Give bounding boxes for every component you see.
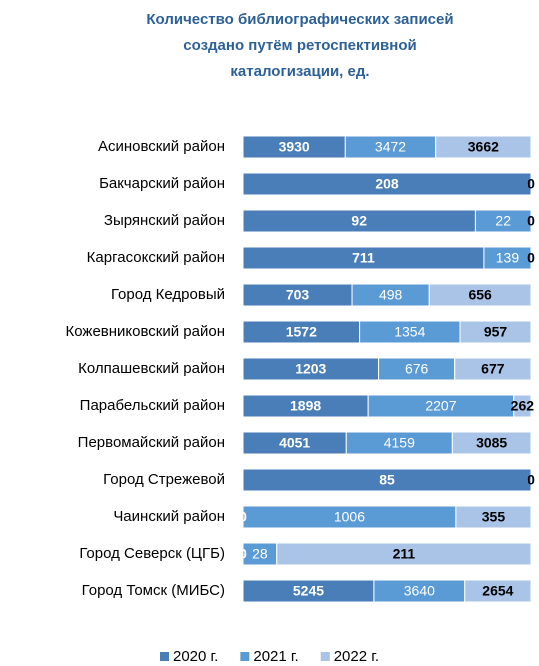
data-label: 85 <box>379 472 395 488</box>
data-label: 0 <box>527 250 535 266</box>
data-label: 1203 <box>295 361 326 377</box>
data-label: 2654 <box>482 583 513 599</box>
data-label: 28 <box>252 546 268 562</box>
bar-segment <box>464 579 532 603</box>
data-label: 677 <box>481 361 505 377</box>
data-label: 3930 <box>279 139 310 155</box>
category-label: Город Стрежевой <box>103 471 225 488</box>
data-label: 4051 <box>279 435 310 451</box>
legend-swatch <box>240 652 250 661</box>
data-label: 2207 <box>425 398 456 414</box>
data-label: 656 <box>468 287 492 303</box>
bar-segment <box>276 542 532 566</box>
data-label: 22 <box>495 213 511 229</box>
data-label: 3085 <box>476 435 507 451</box>
data-label: 3640 <box>404 583 435 599</box>
bar-segment <box>483 246 532 270</box>
data-label: 3662 <box>468 139 499 155</box>
data-label: 703 <box>286 287 310 303</box>
category-label: Бакчарский район <box>99 175 225 192</box>
category-label: Город Кедровый <box>111 286 225 303</box>
bar-segment <box>242 172 532 196</box>
category-label: Зырянский район <box>104 212 225 229</box>
data-label: 355 <box>482 509 506 525</box>
data-label: 1898 <box>290 398 321 414</box>
data-label: 0 <box>239 509 247 525</box>
data-label: 0 <box>527 213 535 229</box>
legend-label: 2022 г. <box>334 648 379 665</box>
bar-segment <box>474 209 532 233</box>
bar-segment <box>242 468 532 492</box>
chart-title: каталогизации, ед. <box>230 63 369 80</box>
bar-segment <box>428 283 532 307</box>
bar-segment <box>513 394 532 418</box>
data-label: 0 <box>239 546 247 562</box>
category-label: Колпашевский район <box>78 360 225 377</box>
data-label: 262 <box>511 398 535 414</box>
data-label: 0 <box>527 472 535 488</box>
category-label: Город Томск (МИБС) <box>82 582 225 599</box>
category-label: Каргасокский район <box>87 249 225 266</box>
bar-segment <box>451 431 532 455</box>
legend-swatch <box>160 652 169 661</box>
bar-segment <box>454 357 532 381</box>
data-label: 5245 <box>293 583 324 599</box>
category-label: Первомайский район <box>78 434 225 451</box>
chart-title: Количество библиографических записей <box>146 11 453 28</box>
bar-segment <box>459 320 532 344</box>
data-label: 1572 <box>286 324 317 340</box>
data-label: 0 <box>527 176 535 192</box>
category-label: Город Северск (ЦГБ) <box>79 545 225 562</box>
legend-label: 2021 г. <box>253 648 298 665</box>
bar-segment <box>455 505 532 529</box>
data-label: 139 <box>496 250 520 266</box>
data-label: 92 <box>351 213 367 229</box>
data-label: 676 <box>405 361 429 377</box>
bar-segment <box>435 135 532 159</box>
data-label: 3472 <box>375 139 406 155</box>
category-label: Кожевниковский район <box>66 323 225 340</box>
data-label: 211 <box>393 546 416 562</box>
legend-label: 2020 г. <box>173 648 218 665</box>
data-label: 711 <box>352 250 375 266</box>
data-label: 1354 <box>394 324 425 340</box>
data-label: 0 <box>527 472 535 488</box>
data-label: 1006 <box>334 509 365 525</box>
category-label: Асиновский район <box>98 138 225 155</box>
category-label: Чаинский район <box>113 508 225 525</box>
data-label: 208 <box>375 176 399 192</box>
data-label: 4159 <box>384 435 415 451</box>
category-label: Парабельский район <box>80 397 225 414</box>
data-label: 957 <box>484 324 508 340</box>
data-label: 0 <box>527 176 535 192</box>
chart-title: создано путём ретоспективной <box>183 37 416 54</box>
data-label: 498 <box>379 287 403 303</box>
legend-swatch <box>320 652 330 661</box>
